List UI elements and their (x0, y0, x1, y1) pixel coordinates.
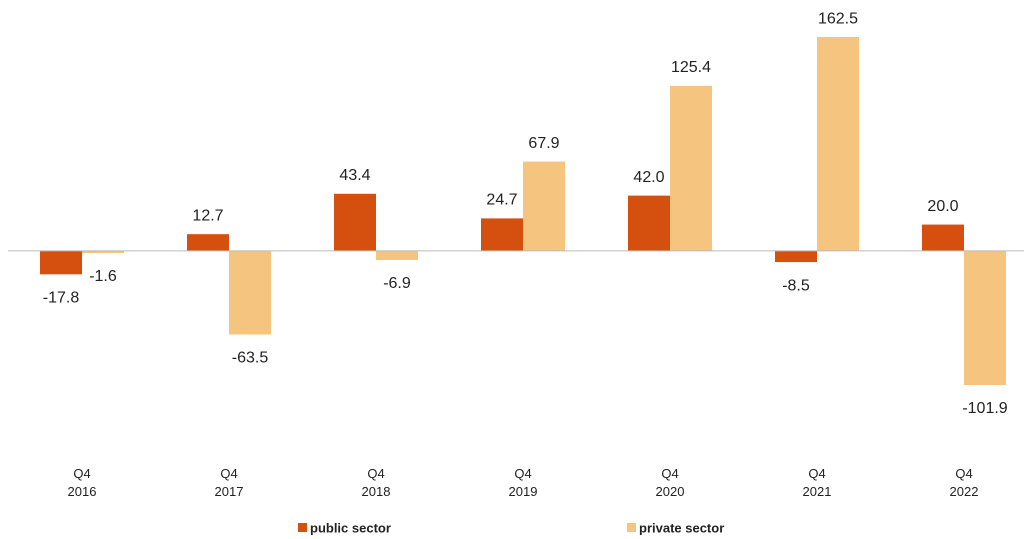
bar (82, 250, 124, 254)
legend-swatch (298, 523, 307, 532)
x-tick-label-line: Q4 (514, 466, 531, 481)
data-label: -6.9 (383, 275, 411, 292)
data-label: 42.0 (633, 169, 664, 186)
x-tick-label-line: Q4 (367, 466, 384, 481)
bar (817, 37, 859, 251)
x-tick-label: Q4 2020 (656, 466, 685, 499)
bar (670, 85, 712, 251)
data-label: -8.5 (782, 277, 810, 294)
x-tick-label-line: Q4 (661, 466, 678, 481)
data-label: 24.7 (486, 192, 517, 209)
bar (922, 224, 964, 251)
data-label: 20.0 (927, 198, 958, 215)
x-tick-label-line: 2018 (362, 484, 391, 499)
data-label: -1.6 (89, 268, 117, 285)
bar (376, 250, 418, 260)
x-tick-label-line: Q4 (73, 466, 90, 481)
x-tick-label: Q4 2019 (509, 466, 538, 499)
bar (481, 218, 523, 251)
data-label: -63.5 (232, 350, 269, 367)
x-tick-label: Q4 2016 (68, 466, 97, 499)
bar (229, 250, 271, 335)
bar (628, 195, 670, 251)
x-tick-label-line: Q4 (808, 466, 825, 481)
legend-swatch (627, 523, 636, 532)
x-tick-label-line: Q4 (955, 466, 972, 481)
x-tick-label-line: 2016 (68, 484, 97, 499)
x-tick-label: Q4 2018 (362, 466, 391, 499)
data-label: 162.5 (818, 10, 858, 27)
bar (523, 161, 565, 251)
bar (775, 250, 817, 263)
x-tick-label-line: Q4 (220, 466, 237, 481)
data-label: 43.4 (339, 167, 370, 184)
bar (334, 193, 376, 251)
legend-label: public sector (310, 520, 391, 535)
data-label: 125.4 (671, 59, 711, 76)
legend-label: private sector (639, 520, 724, 535)
data-label: -101.9 (962, 400, 1007, 417)
x-tick-label-line: 2020 (656, 484, 685, 499)
x-tick-label-line: 2017 (215, 484, 244, 499)
x-tick-label: Q4 2021 (803, 466, 832, 499)
data-label: 12.7 (192, 207, 223, 224)
x-tick-label: Q4 2017 (215, 466, 244, 499)
data-label: 67.9 (528, 135, 559, 152)
bar (40, 250, 82, 275)
x-tick-label-line: 2019 (509, 484, 538, 499)
bar (187, 234, 229, 251)
x-tick-label-line: 2022 (950, 484, 979, 499)
x-tick-label-line: 2021 (803, 484, 832, 499)
x-tick-label: Q4 2022 (950, 466, 979, 499)
data-label: -17.8 (43, 290, 80, 307)
bar (964, 250, 1006, 386)
